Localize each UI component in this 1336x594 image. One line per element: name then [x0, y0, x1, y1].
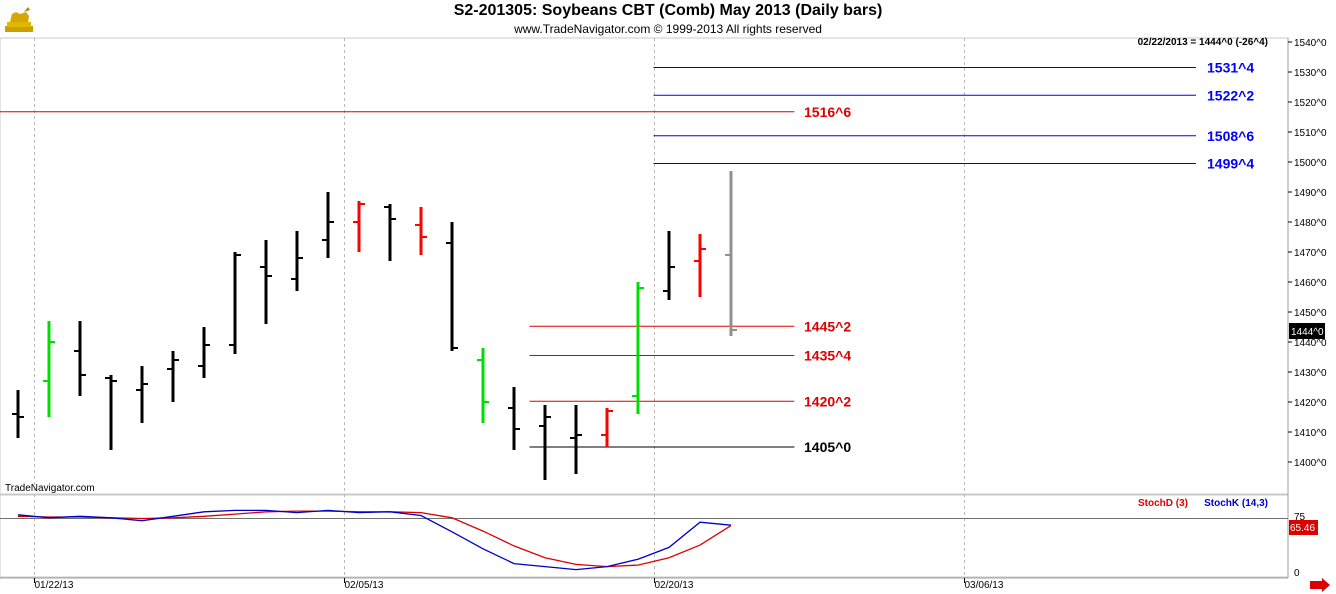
- price-tick-label: 1530^0: [1294, 68, 1327, 79]
- golden-bull-icon[interactable]: [4, 4, 34, 34]
- ohlc-bar: [663, 231, 675, 300]
- ohlc-bar: [322, 192, 334, 258]
- date-tick-label: 02/05/13: [345, 580, 384, 591]
- price-level-label: 1522^2: [1207, 87, 1254, 103]
- stochk-legend: StochK (14,3): [1204, 498, 1268, 509]
- price-levels: 1531^4 1522^2 1516^6 1508^6 1499^4 1445^2 1435…: [0, 60, 1254, 455]
- stoch-value-tag: 65.46: [1290, 523, 1315, 534]
- last-price-note: 02/22/2013 = 1444^0 (-26^4): [1138, 37, 1268, 48]
- watermark: TradeNavigator.com: [5, 483, 95, 494]
- ohlc-bar: [43, 321, 55, 417]
- stochd-legend: StochD (3): [1138, 498, 1188, 509]
- vertical-gridlines: [34, 38, 965, 578]
- price-level-label: 1420^2: [804, 393, 851, 409]
- stochk-line: [17, 509, 732, 571]
- ohlc-bar: [570, 405, 582, 474]
- ohlc-bar: [136, 366, 148, 423]
- price-level-label: 1405^0: [804, 439, 851, 455]
- ohlc-bar: [415, 207, 427, 255]
- price-tick-label: 1470^0: [1294, 248, 1327, 259]
- chart-title: S2-201305: Soybeans CBT (Comb) May 2013 …: [453, 2, 883, 19]
- price-tick-label: 1500^0: [1294, 158, 1327, 169]
- price-tick-label: 1480^0: [1294, 218, 1327, 229]
- stoch-tick-75: 75: [1294, 512, 1306, 523]
- price-tick-label: 1400^0: [1294, 458, 1327, 469]
- current-price-tag-bg: [1289, 323, 1325, 339]
- ohlc-bar: [291, 231, 303, 291]
- price-tick-label: 1490^0: [1294, 188, 1327, 199]
- ohlc-bar: [539, 405, 551, 480]
- price-tick-label: 1540^0: [1294, 38, 1327, 49]
- ohlc-bar: [632, 282, 644, 414]
- ohlc-bars: [12, 171, 737, 480]
- red-right-arrow-icon[interactable]: [1310, 578, 1330, 592]
- ohlc-bar: [105, 375, 117, 450]
- date-tick-label: 01/22/13: [35, 580, 74, 591]
- ohlc-bar: [694, 234, 706, 297]
- date-axis-ticks: 01/22/13 02/05/13 02/20/13 03/06/13: [34, 578, 1004, 591]
- price-tick-label: 1520^0: [1294, 98, 1327, 109]
- price-axis-area: [1288, 38, 1336, 578]
- price-level-label: 1516^6: [804, 104, 851, 120]
- price-level-label: 1531^4: [1207, 60, 1254, 76]
- ohlc-bar: [167, 351, 179, 402]
- stochastic-panel: [0, 494, 1289, 578]
- ohlc-bar: [198, 327, 210, 378]
- price-level-label: 1445^2: [804, 318, 851, 334]
- price-tick-label: 1430^0: [1294, 368, 1327, 379]
- price-tick-label: 1410^0: [1294, 428, 1327, 439]
- price-tick-label: 1450^0: [1294, 308, 1327, 319]
- date-tick-label: 02/20/13: [655, 580, 694, 591]
- stochastic-lines: [0, 509, 1288, 571]
- ohlc-bar: [384, 204, 396, 261]
- ohlc-bar: [260, 240, 272, 324]
- price-level-label: 1435^4: [804, 348, 851, 364]
- price-level-label: 1508^6: [1207, 128, 1254, 144]
- ohlc-bar: [353, 201, 365, 252]
- stoch-value-tag-bg: [1289, 520, 1318, 535]
- date-tick-label: 03/06/13: [965, 580, 1004, 591]
- ohlc-bar: [446, 222, 458, 351]
- current-price-tag: 1444^0: [1291, 327, 1324, 338]
- price-level-label: 1499^4: [1207, 156, 1254, 172]
- price-panel: [0, 37, 1289, 495]
- ohlc-bar: [229, 252, 241, 354]
- ohlc-bar: [477, 348, 489, 423]
- ohlc-bar: [74, 321, 86, 396]
- price-axis-ticks: 1540^0 1530^0 1520^0 1510^0 1500^0 1490^0 1480…: [1288, 38, 1327, 469]
- price-tick-label: 1440^0: [1294, 338, 1327, 349]
- ohlc-bar: [601, 408, 613, 447]
- ohlc-bar: [12, 390, 24, 438]
- price-tick-label: 1460^0: [1294, 278, 1327, 289]
- copyright-subtitle: www.TradeNavigator.com © 1999-2013 All r…: [514, 22, 822, 36]
- stoch-tick-0: 0: [1294, 568, 1300, 579]
- ohlc-bar: [508, 387, 520, 450]
- price-tick-label: 1510^0: [1294, 128, 1327, 139]
- ohlc-bar: [725, 171, 737, 336]
- price-tick-label: 1420^0: [1294, 398, 1327, 409]
